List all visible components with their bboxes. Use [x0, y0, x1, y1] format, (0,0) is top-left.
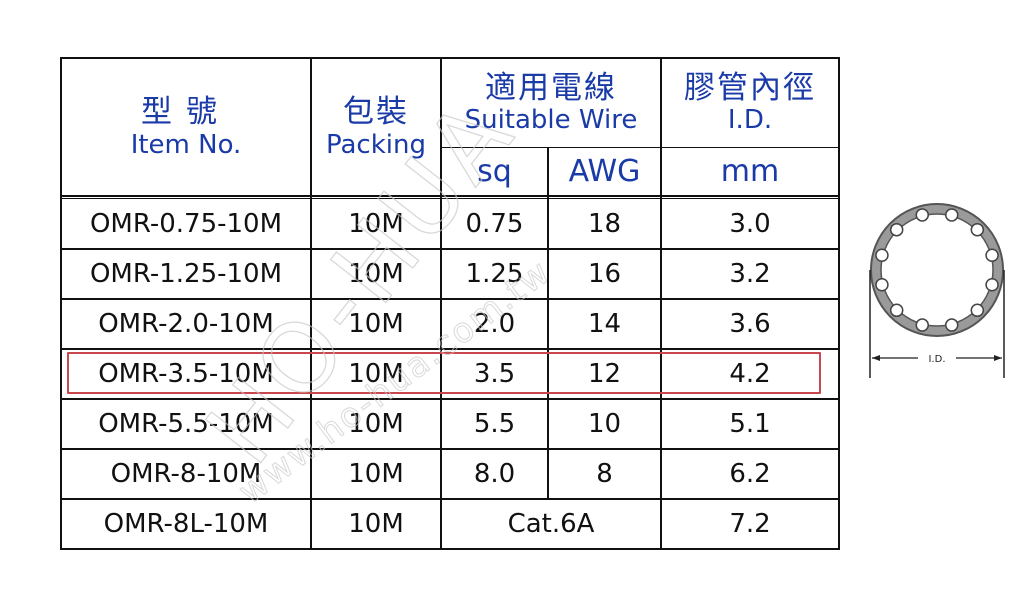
tube-rib	[875, 278, 889, 292]
table-row-packing: 10M	[348, 209, 404, 239]
header-id: 膠管內徑 I.D.	[661, 59, 839, 148]
table-row-sq: 0.75	[465, 209, 524, 239]
table-border	[60, 548, 840, 550]
table-row-model: OMR-5.5-10M	[98, 409, 274, 439]
dimension-label: I.D.	[928, 354, 945, 365]
tube-ribs	[875, 208, 999, 332]
tube-bore	[880, 213, 994, 327]
dimension-arrow-icon	[994, 355, 1002, 361]
header-item-no-zh: 型號	[141, 94, 231, 131]
column-divider	[547, 147, 549, 499]
table-row-awg: 12	[587, 359, 622, 389]
row-divider	[60, 298, 840, 300]
header-awg-label: AWG	[568, 154, 641, 190]
table-row-id: 3.2	[729, 259, 771, 289]
table-row-packing: 10M	[348, 309, 404, 339]
table-row-model: OMR-1.25-10M	[89, 259, 283, 289]
table-row-sq: 2.0	[473, 309, 516, 339]
header-packing: 包裝 Packing	[311, 59, 441, 197]
header-bottom-rule	[60, 198, 840, 199]
table-border	[838, 57, 840, 550]
table-row-id: 5.1	[729, 409, 771, 439]
column-divider	[660, 57, 662, 550]
table-row-awg: 16	[587, 259, 622, 289]
row-divider	[60, 498, 840, 500]
header-wire-en: Suitable Wire	[464, 105, 638, 136]
table-row-sq: 1.25	[465, 259, 524, 289]
header-item-no-en: Item No.	[130, 129, 242, 160]
table-row-model: OMR-2.0-10M	[98, 309, 274, 339]
column-divider	[440, 57, 442, 550]
row-divider	[60, 398, 840, 400]
header-id-zh: 膠管內徑	[684, 69, 816, 106]
table-border	[60, 57, 62, 550]
tube-rib	[915, 208, 929, 222]
header-sq-label: sq	[477, 154, 512, 190]
table-row-sq: 3.5	[473, 359, 516, 389]
tube-rib	[889, 303, 904, 318]
table-row-wire: Cat.6A	[507, 509, 595, 539]
header-bottom-rule	[60, 195, 840, 197]
table-row-packing: 10M	[348, 259, 404, 289]
table-row-packing: 10M	[348, 459, 404, 489]
tube-rib	[889, 222, 904, 237]
tube-rib	[945, 208, 959, 222]
tube-rib	[875, 248, 889, 262]
table-row-awg: 14	[587, 309, 622, 339]
header-packing-en: Packing	[325, 129, 426, 160]
row-divider	[60, 448, 840, 450]
header-wire-zh: 適用電線	[485, 69, 617, 106]
header-packing-zh: 包裝	[343, 94, 409, 131]
table-row-sq: 5.5	[473, 409, 516, 439]
header-mm: mm	[661, 148, 839, 197]
table-row-model: OMR-8L-10M	[103, 509, 269, 539]
table-row-id: 4.2	[729, 359, 771, 389]
table-row-awg: 8	[596, 459, 613, 489]
row-divider	[60, 248, 840, 250]
table-row-awg: 10	[587, 409, 622, 439]
table-row-model: OMR-0.75-10M	[89, 209, 283, 239]
header-suitable-wire: 適用電線 Suitable Wire	[441, 59, 661, 148]
row-divider	[60, 348, 840, 350]
table-row-id: 3.0	[729, 209, 771, 239]
table-row-sq: 8.0	[473, 459, 516, 489]
table-row-id: 6.2	[729, 459, 771, 489]
header-id-en: I.D.	[727, 105, 773, 136]
header-divider	[440, 147, 840, 148]
tube-rib	[985, 278, 999, 292]
table-border	[60, 57, 840, 59]
table-row-packing: 10M	[348, 509, 404, 539]
tube-rib	[970, 222, 985, 237]
table-row-awg: 18	[587, 209, 622, 239]
header-item-no: 型號 Item No.	[61, 59, 311, 197]
table-row-id: 7.2	[729, 509, 771, 539]
header-mm-label: mm	[720, 154, 780, 190]
highlight-box	[67, 352, 821, 394]
tube-rib	[945, 318, 959, 332]
table-row-model: OMR-8-10M	[110, 459, 262, 489]
table-row-packing: 10M	[348, 409, 404, 439]
header-awg: AWG	[548, 148, 661, 197]
header-sq: sq	[441, 148, 548, 197]
tube-cross-section-diagram: I.D.	[869, 203, 1005, 378]
table-row-id: 3.6	[729, 309, 771, 339]
column-divider	[310, 57, 312, 550]
tube-rib	[970, 303, 985, 318]
tube-rib	[915, 318, 929, 332]
table-row-packing: 10M	[348, 359, 404, 389]
dimension-arrow-icon	[872, 355, 880, 361]
table-row-model: OMR-3.5-10M	[98, 359, 274, 389]
tube-rib	[985, 248, 999, 262]
